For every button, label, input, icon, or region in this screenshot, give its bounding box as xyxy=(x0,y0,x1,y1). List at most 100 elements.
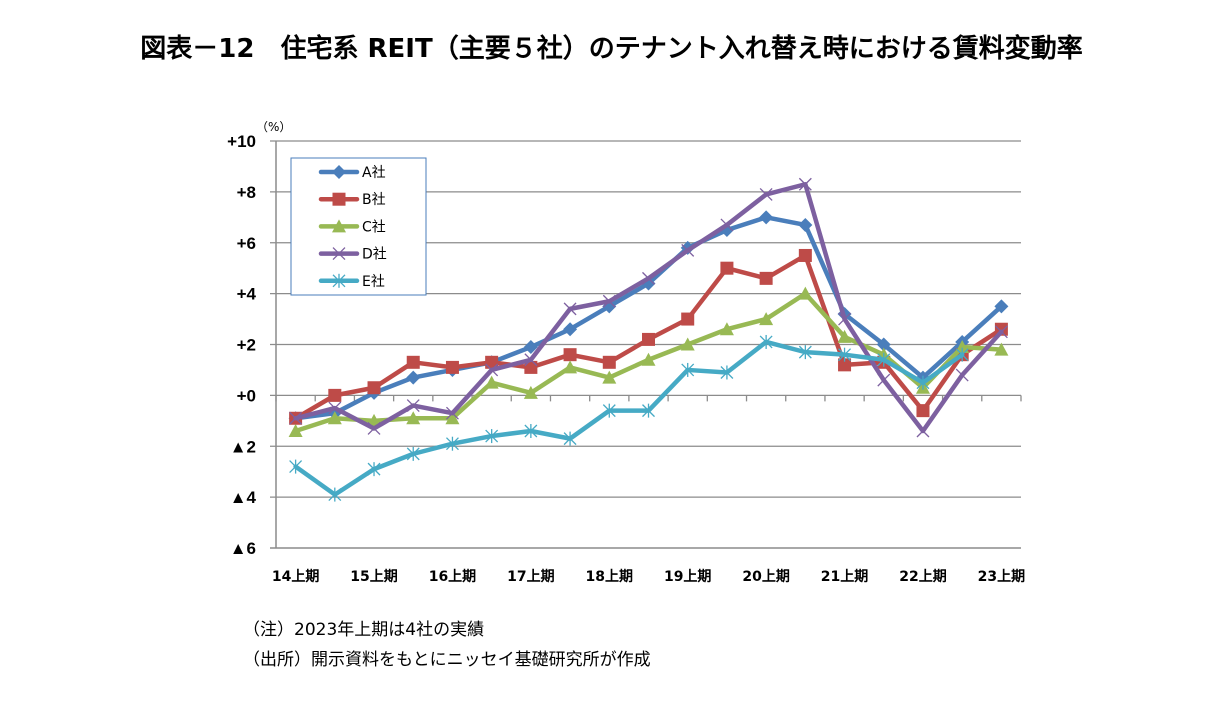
square-marker xyxy=(485,355,499,369)
star-marker xyxy=(838,347,852,362)
square-marker xyxy=(445,360,459,374)
legend-label: E社 xyxy=(362,274,385,290)
star-marker xyxy=(798,345,812,360)
x-tick-label: 17上期 xyxy=(507,569,554,585)
legend-label: D社 xyxy=(362,247,387,263)
x-marker xyxy=(877,373,891,387)
x-marker xyxy=(916,424,930,438)
y-tick-label: +6 xyxy=(237,234,256,253)
star-marker xyxy=(759,334,773,349)
star-marker xyxy=(406,446,420,461)
triangle-marker xyxy=(563,360,578,374)
star-marker xyxy=(367,462,381,477)
triangle-marker xyxy=(994,342,1009,356)
x-marker xyxy=(759,187,773,201)
series-group xyxy=(288,177,1009,502)
unit-label: （%） xyxy=(256,120,291,134)
x-tick-label: 19上期 xyxy=(664,569,711,585)
star-marker xyxy=(332,273,346,288)
x-marker xyxy=(838,312,852,326)
star-marker xyxy=(681,362,695,377)
star-marker xyxy=(445,436,459,451)
y-tick-label: +2 xyxy=(237,336,256,355)
square-marker xyxy=(681,312,695,326)
x-marker xyxy=(289,411,303,425)
source-line: （出所）開示資料をもとにニッセイ基礎研究所が作成 xyxy=(243,650,651,670)
notes: （注）2023年上期は4社の実績 （出所）開示資料をもとにニッセイ基礎研究所が作… xyxy=(243,615,651,675)
triangle-marker xyxy=(680,337,695,351)
square-marker xyxy=(367,381,381,395)
star-marker xyxy=(916,375,930,390)
series-markers xyxy=(289,334,969,502)
x-tick-label: 18上期 xyxy=(586,569,633,585)
star-marker xyxy=(955,347,969,362)
diamond-marker xyxy=(332,165,346,179)
square-marker xyxy=(798,248,812,262)
x-marker xyxy=(445,406,459,420)
series-markers xyxy=(288,286,1009,437)
y-tick-label: ▲6 xyxy=(230,539,256,558)
legend: A社 B社 C社 D社 E社 xyxy=(290,157,427,296)
y-tick-label: +4 xyxy=(237,285,257,304)
triangle-marker xyxy=(798,286,813,300)
y-tick-label: ▲2 xyxy=(230,437,256,456)
square-marker xyxy=(642,332,655,346)
star-marker xyxy=(602,403,616,418)
note-line: （注）2023年上期は4社の実績 xyxy=(243,620,485,640)
x-marker xyxy=(720,218,734,232)
x-marker xyxy=(563,302,577,316)
axes xyxy=(270,141,1022,549)
diamond-marker xyxy=(798,217,813,232)
x-marker xyxy=(602,294,616,308)
x-marker xyxy=(485,363,499,377)
y-tick-label: ▲4 xyxy=(230,488,257,507)
legend-item: E社 xyxy=(318,273,385,290)
square-marker xyxy=(406,355,420,369)
x-marker xyxy=(524,353,538,367)
series-line xyxy=(293,339,965,497)
y-axis-ticks: +10 +8 +6 +4 +2 +0 ▲2 ▲4 ▲6 xyxy=(227,132,256,558)
triangle-marker xyxy=(288,423,303,437)
y-tick-label: +10 xyxy=(227,132,256,151)
star-marker xyxy=(877,352,891,367)
diamond-marker xyxy=(523,340,538,355)
x-marker xyxy=(332,247,346,261)
triangle-marker xyxy=(367,413,382,427)
square-marker xyxy=(838,358,852,372)
star-marker xyxy=(485,429,499,444)
x-tick-label: 20上期 xyxy=(742,569,789,585)
y-tick-label: +8 xyxy=(237,183,256,202)
square-marker xyxy=(332,192,346,206)
square-marker xyxy=(563,348,577,362)
x-tick-label: 21上期 xyxy=(821,569,868,585)
triangle-marker xyxy=(719,322,734,336)
star-marker xyxy=(642,403,655,418)
x-marker xyxy=(367,421,381,435)
triangle-marker xyxy=(523,385,538,399)
x-tick-label: 14上期 xyxy=(272,569,319,585)
triangle-marker xyxy=(406,411,421,425)
triangle-marker xyxy=(602,370,617,384)
star-marker xyxy=(563,431,577,446)
legend-item: C社 xyxy=(318,219,386,235)
x-tick-label: 15上期 xyxy=(350,569,397,585)
square-marker xyxy=(602,355,616,369)
star-marker xyxy=(289,459,303,474)
square-marker xyxy=(720,261,734,275)
triangle-marker xyxy=(955,340,970,354)
triangle-marker xyxy=(641,352,656,366)
diamond-marker xyxy=(759,210,774,225)
diamond-marker xyxy=(406,370,421,385)
x-marker xyxy=(642,271,655,285)
star-marker xyxy=(328,487,342,502)
x-marker xyxy=(994,325,1008,339)
chart-title: 図表－12 住宅系 REIT（主要５社）のテナント入れ替え時における賃料変動率 xyxy=(140,34,1083,64)
y-tick-label: +0 xyxy=(237,386,256,405)
legend-label: B社 xyxy=(362,192,386,208)
legend-item: A社 xyxy=(318,165,386,181)
triangle-marker xyxy=(484,375,499,389)
x-tick-label: 16上期 xyxy=(429,569,476,585)
x-marker xyxy=(681,243,695,257)
x-marker xyxy=(955,368,969,382)
square-marker xyxy=(524,360,538,374)
